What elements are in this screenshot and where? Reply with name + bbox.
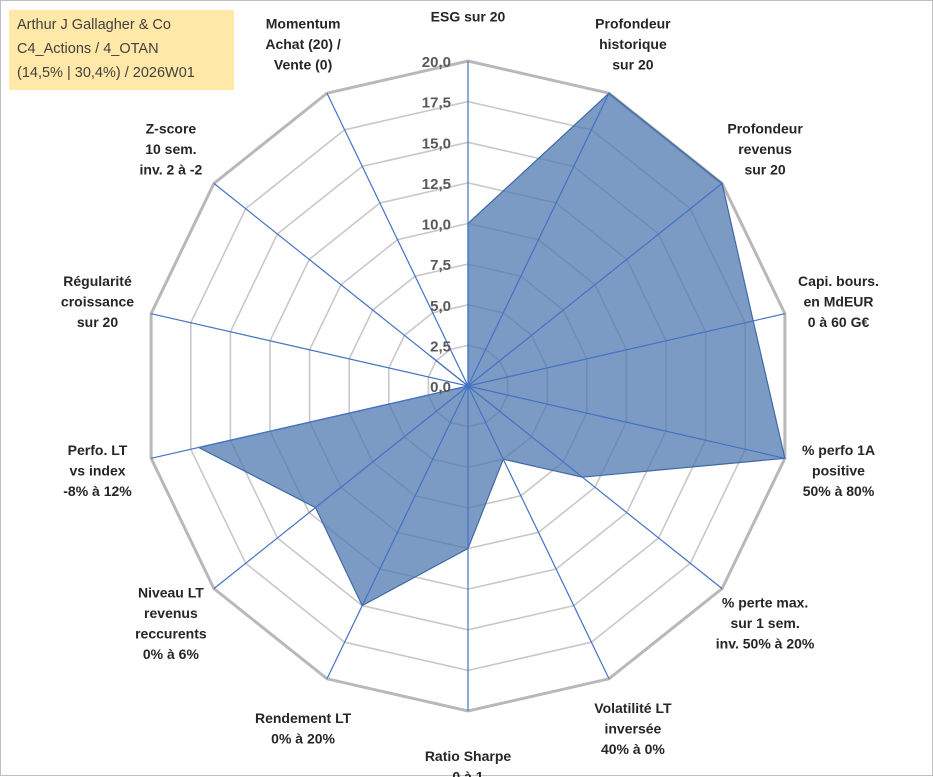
title-line-3: (14,5% | 30,4%) / 2026W01 [17,61,234,85]
title-line-1: Arthur J Gallagher & Co [17,13,234,37]
category-label-5-line-0: % perte max. [722,595,808,611]
category-label-12-line-1: 10 sem. [145,141,196,157]
category-label-6-line-0: Volatilité LT [594,700,672,716]
category-label-13-line-2: Vente (0) [274,56,332,72]
category-label-2-line-1: revenus [738,141,792,157]
category-label-1-line-1: historique [599,36,667,52]
category-label-5-line-1: sur 1 sem. [730,615,799,631]
tick-label-5: 12,5 [422,176,451,193]
tick-label-8: 20,0 [422,54,451,71]
category-label-11-line-0: Régularité [63,273,132,289]
category-label-4-line-0: % perfo 1A [802,442,875,458]
tick-label-4: 10,0 [422,217,451,234]
category-label-11-line-1: croissance [61,294,134,310]
category-label-12-line-0: Z-score [146,121,197,137]
tick-labels: 0,0 2,5 5,0 7,5 10,0 12,5 15,0 17,5 20,0 [422,54,451,396]
category-label-5-line-2: inv. 50% à 20% [716,636,815,652]
category-label-6-line-2: 40% à 0% [601,741,665,757]
category-label-13-line-0: Momentum [266,15,341,31]
tick-label-3: 7,5 [430,257,451,274]
tick-label-6: 15,0 [422,135,451,152]
category-label-8-line-0: Rendement LT [255,710,352,726]
category-label-10-line-1: vs index [69,463,125,479]
tick-label-1: 2,5 [430,338,451,355]
series-polygon-0 [199,93,785,605]
category-label-3-line-1: en MdEUR [804,294,874,310]
category-label-13-line-1: Achat (20) / [265,36,341,52]
chart-title-box: Arthur J Gallagher & Co C4_Actions / 4_O… [9,10,234,90]
category-label-10-line-2: -8% à 12% [63,483,132,499]
series-area [199,93,785,605]
category-label-2-line-0: Profondeur [727,121,803,137]
category-label-9-line-2: reccurents [135,625,207,641]
category-label-7-line-0: Ratio Sharpe [425,748,512,764]
category-label-10-line-0: Perfo. LT [68,442,128,458]
category-label-12-line-2: inv. 2 à -2 [140,162,203,178]
category-label-4-line-1: positive [812,463,865,479]
tick-label-7: 17,5 [422,95,451,112]
axis-spoke-12 [214,183,468,386]
category-label-8-line-1: 0% à 20% [271,731,335,747]
category-label-0-line-0: Note [452,1,483,4]
tick-label-2: 5,0 [430,298,451,315]
tick-label-0: 0,0 [430,379,451,396]
category-label-4-line-2: 50% à 80% [803,483,875,499]
category-label-3-line-0: Capi. bours. [798,273,879,289]
category-label-9-line-0: Niveau LT [138,584,204,600]
category-label-11-line-2: sur 20 [77,314,118,330]
title-line-2: C4_Actions / 4_OTAN [17,37,234,61]
category-label-9-line-3: 0% à 6% [143,646,200,662]
category-label-6-line-1: inversée [604,721,661,737]
category-label-0-line-1: ESG sur 20 [431,8,506,24]
category-label-2-line-2: sur 20 [744,162,785,178]
category-label-9-line-1: revenus [144,605,198,621]
category-label-1-line-0: Profondeur [595,15,671,31]
category-label-3-line-2: 0 à 60 G€ [808,314,870,330]
category-label-1-line-2: sur 20 [612,56,653,72]
